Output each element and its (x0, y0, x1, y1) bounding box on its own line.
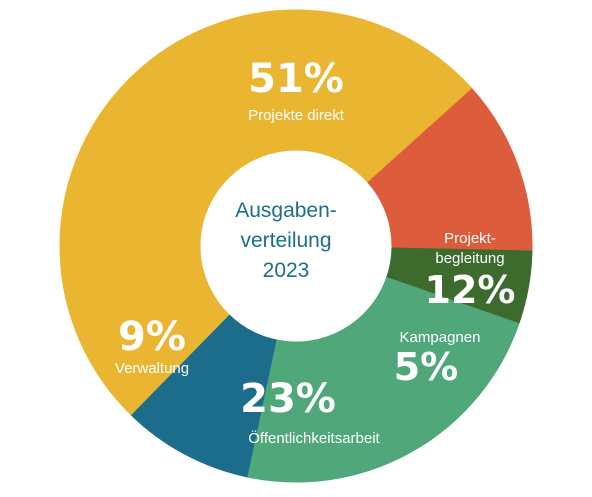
donut-labels: 51% Projekte direkt 12% Projekt-begleitung 5… (115, 56, 516, 447)
donut-segments (59, 9, 533, 483)
value-label-projekte-direkt: 51% (248, 56, 344, 102)
value-label-verwaltung: 9% (118, 314, 186, 360)
slice-projektbegleitung (366, 87, 533, 252)
value-label-projektbegleitung: 12% (425, 268, 516, 312)
slice-projekte-direkt (59, 9, 473, 416)
category-label-verwaltung: Verwaltung (115, 360, 189, 377)
category-label-projektbegleitung-line-2: begleitung (435, 250, 504, 267)
value-label-oeffentlichkeitsarbeit: 23% (240, 376, 336, 422)
center-title-line-2: verteilung (240, 229, 332, 252)
center-title: Ausgaben- verteilung 2023 (203, 196, 369, 286)
value-label-kampagnen: 5% (394, 345, 459, 389)
category-label-projektbegleitung-line-1: Projekt- (444, 230, 496, 247)
slice-oeffentlichkeitsarbeit (246, 276, 520, 483)
category-label-oeffentlichkeitsarbeit: Öffentlichkeitsarbeit (248, 429, 380, 447)
category-label-kampagnen: Kampagnen (400, 329, 481, 346)
category-label-projekte-direkt: Projekte direkt (248, 107, 345, 124)
center-title-line-1: Ausgaben- (235, 199, 337, 222)
center-title-line-3: 2023 (262, 259, 310, 282)
